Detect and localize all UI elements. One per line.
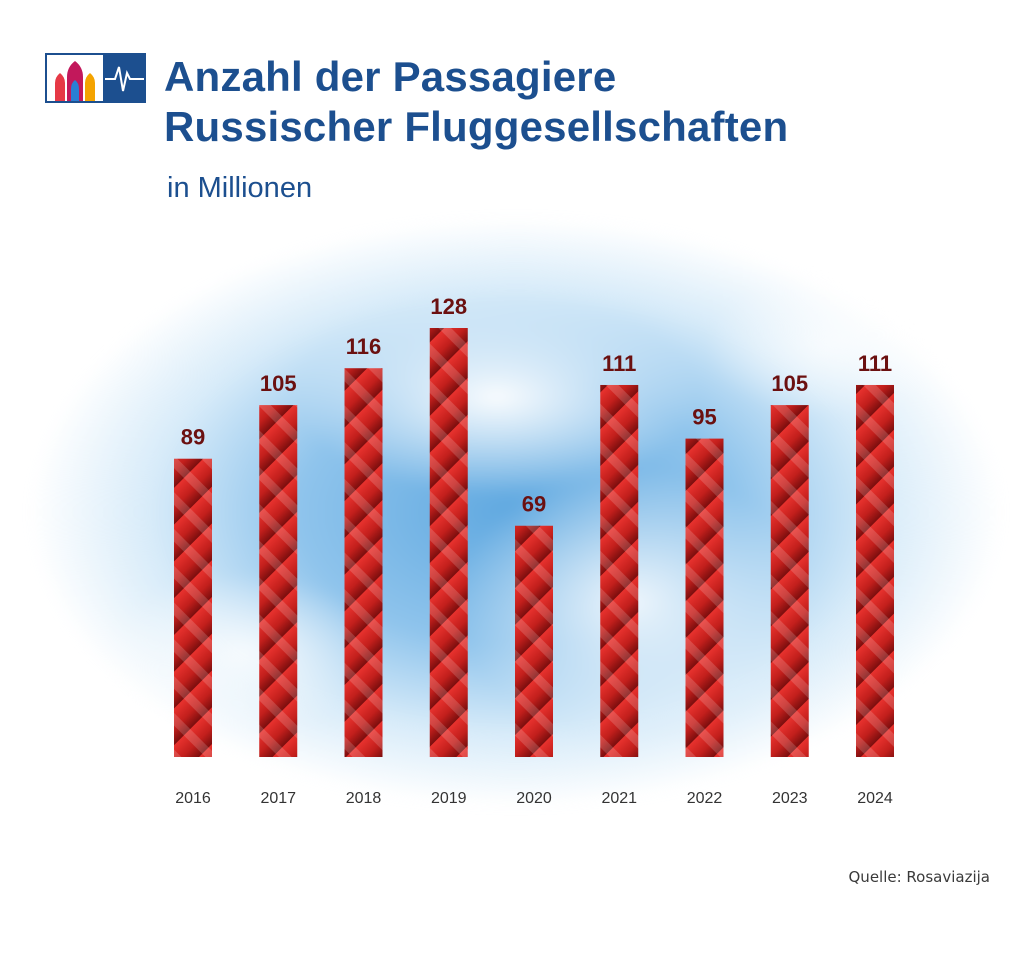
- chart-title-line-2: Russischer Fluggesellschaften: [164, 103, 789, 150]
- x-tick-label-2017: 2017: [260, 790, 296, 807]
- chart-title-line-1: Anzahl der Passagiere: [164, 53, 617, 100]
- bar-2018: [344, 368, 383, 757]
- bar-2017: [259, 405, 298, 757]
- value-label-2017: 105: [260, 371, 297, 396]
- bar-2019: [429, 328, 468, 757]
- x-tick-label-2018: 2018: [346, 790, 382, 807]
- chart-subtitle: in Millionen: [167, 172, 313, 204]
- value-label-2016: 89: [181, 425, 205, 450]
- x-tick-label-2023: 2023: [772, 790, 808, 807]
- x-tick-label-2024: 2024: [857, 790, 893, 807]
- chart-title: Anzahl der Passagiere Russischer Flugges…: [164, 52, 788, 152]
- value-label-2021: 111: [602, 351, 636, 376]
- value-label-2022: 95: [692, 405, 716, 430]
- bar-2022: [685, 438, 724, 757]
- value-label-2024: 111: [858, 351, 892, 376]
- value-label-2019: 128: [430, 294, 467, 319]
- value-label-2020: 69: [522, 492, 546, 517]
- bar-2023: [770, 405, 809, 757]
- x-tick-label-2022: 2022: [687, 790, 723, 807]
- bar-2021: [600, 384, 639, 757]
- source-note: Quelle: Rosaviazija: [848, 868, 991, 886]
- x-tick-label-2020: 2020: [516, 790, 552, 807]
- value-label-2018: 116: [346, 334, 382, 359]
- x-tick-label-2016: 2016: [175, 790, 211, 807]
- x-tick-label-2021: 2021: [601, 790, 637, 807]
- onion-dome-logo-icon: [45, 53, 146, 103]
- bar-2020: [515, 525, 553, 757]
- bar-2016: [174, 458, 212, 757]
- bar-2024: [856, 384, 894, 757]
- value-label-2023: 105: [771, 371, 808, 396]
- x-tick-label-2019: 2019: [431, 790, 467, 807]
